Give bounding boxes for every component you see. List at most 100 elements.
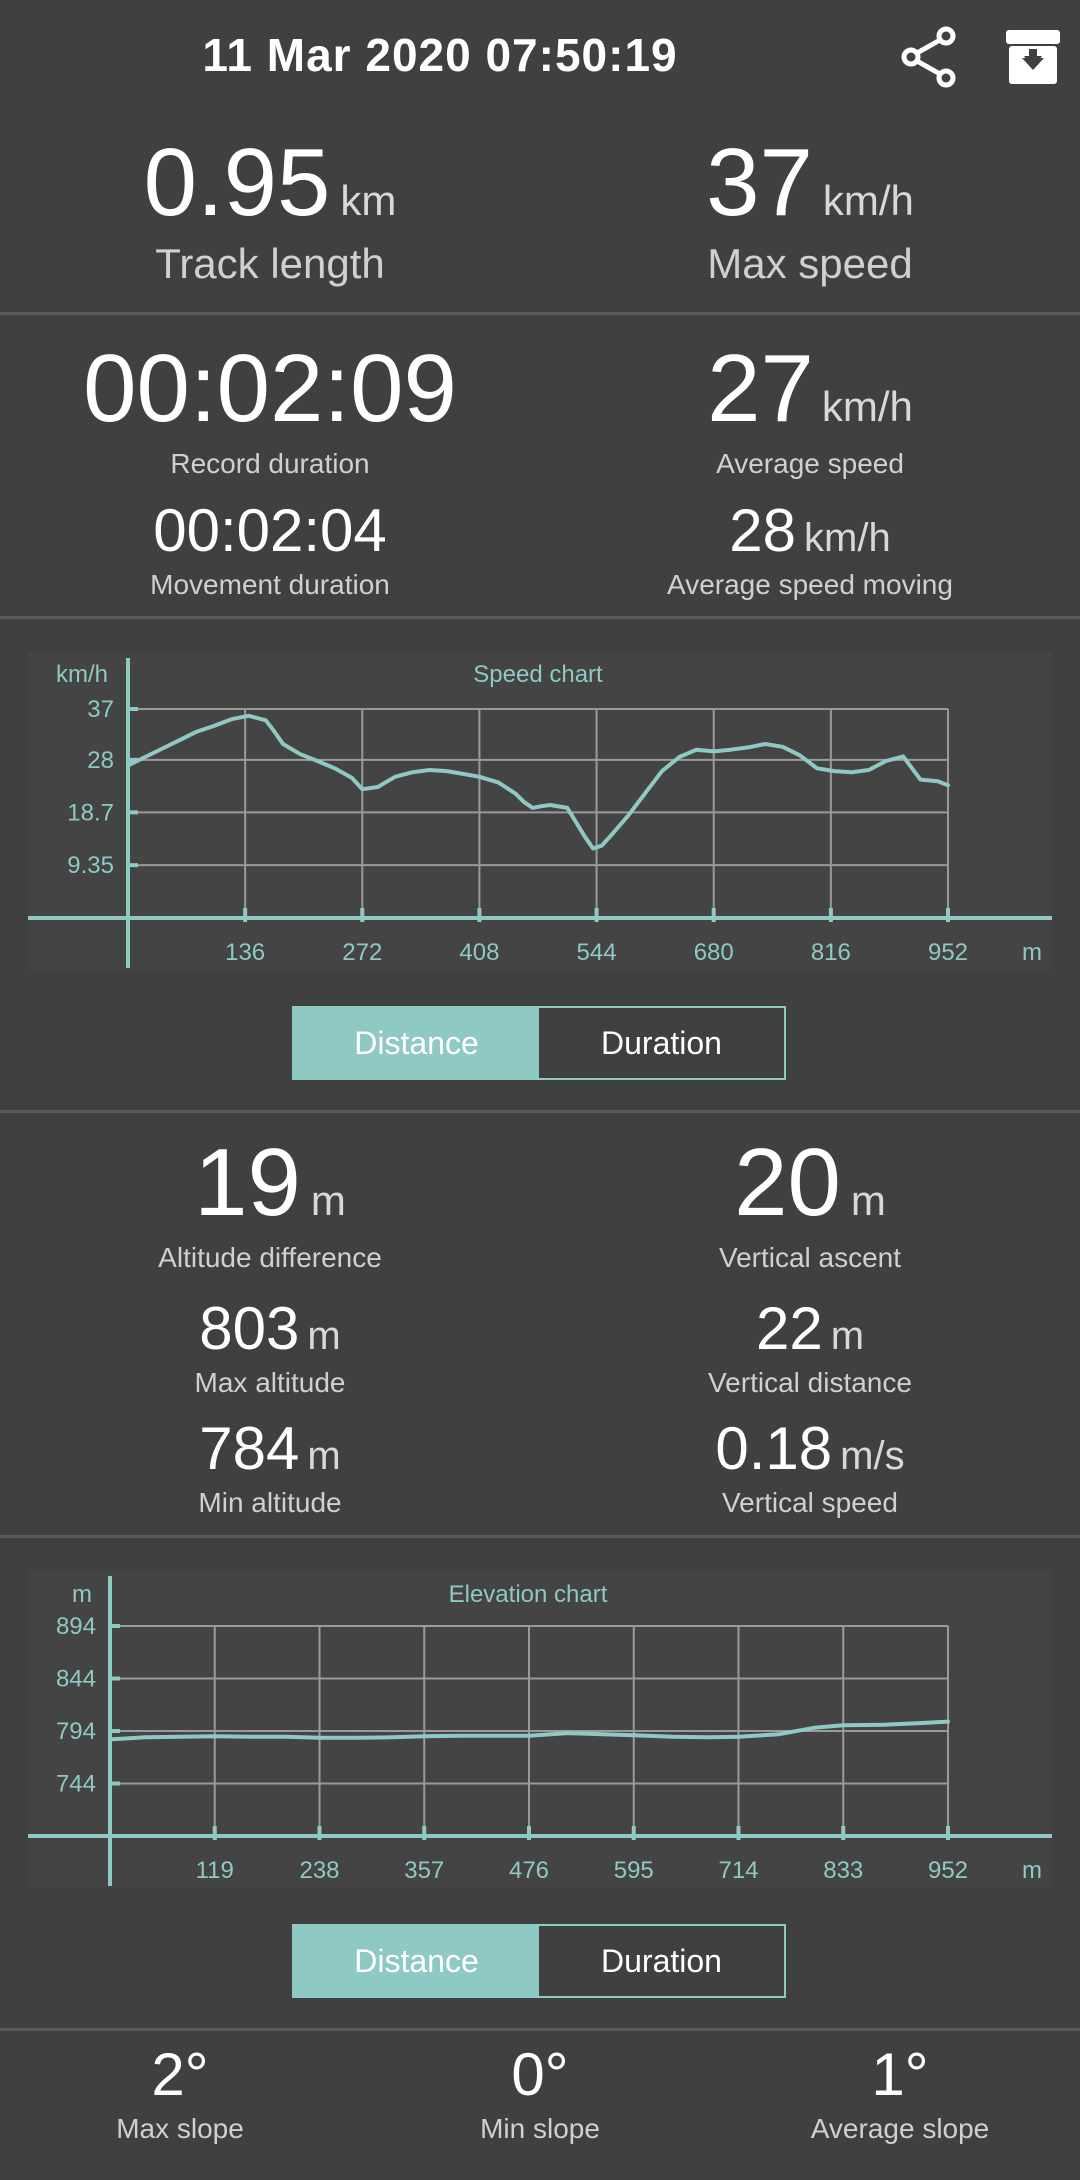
- speed-chart-x-axis-label: m: [1022, 939, 1042, 966]
- track-length-stat: 0.95 km Track length: [40, 128, 500, 288]
- max-slope-label: Max slope: [116, 2113, 244, 2144]
- max-speed-label: Max speed: [707, 240, 913, 287]
- elevation-chart-toggle: Distance Duration: [292, 1924, 786, 1998]
- archive-download-icon[interactable]: [998, 22, 1068, 92]
- elevation-chart-y-tick-label: 844: [56, 1666, 96, 1693]
- min-altitude-unit: m: [307, 1434, 341, 1478]
- altitude-difference-value: 19: [194, 1129, 301, 1236]
- elevation-chart: 744 794 844 894 119 238 357 476 595 714 833 952 m m El…: [28, 1570, 1052, 1888]
- average-speed-stat: 27 km/h Average speed: [580, 334, 1040, 480]
- speed-chart-x-tick-label: 408: [459, 939, 499, 966]
- elevation-chart-x-tick-label: 952: [928, 1857, 968, 1884]
- elevation-chart-title: Elevation chart: [449, 1581, 608, 1608]
- average-speed-value: 27: [707, 335, 814, 442]
- speed-distance-button[interactable]: Distance: [294, 1008, 539, 1078]
- max-altitude-value: 803: [199, 1295, 300, 1362]
- vertical-speed-value: 0.18: [715, 1415, 833, 1482]
- vertical-distance-label: Vertical distance: [708, 1367, 912, 1398]
- speed-chart-x-tick-label: 952: [928, 939, 968, 966]
- movement-duration-label: Movement duration: [150, 569, 390, 600]
- speed-chart-y-tick-label: 9.35: [67, 852, 114, 879]
- elevation-chart-y-tick-label: 894: [56, 1613, 96, 1640]
- divider: [0, 312, 1080, 315]
- vertical-speed-label: Vertical speed: [722, 1487, 898, 1518]
- vertical-ascent-stat: 20 m Vertical ascent: [580, 1128, 1040, 1274]
- max-altitude-unit: m: [307, 1314, 341, 1358]
- speed-chart-y-tick-label: 18.7: [67, 799, 114, 826]
- average-speed-moving-value: 28: [729, 497, 797, 564]
- divider: [0, 1110, 1080, 1113]
- track-length-value: 0.95: [143, 129, 331, 236]
- speed-chart: 9.35 18.7 28 37 136 272 408 544 680 816 952 km/h m Sp…: [28, 652, 1052, 970]
- elevation-chart-x-tick-label: 476: [509, 1857, 549, 1884]
- elevation-chart-x-tick-label: 833: [823, 1857, 863, 1884]
- speed-chart-series-line: [126, 713, 950, 851]
- elevation-chart-svg: 744 794 844 894 119 238 357 476 595 714 833 952 m m El…: [28, 1576, 1052, 1886]
- speed-chart-x-tick-label: 816: [811, 939, 851, 966]
- elevation-chart-x-tick-label: 595: [614, 1857, 654, 1884]
- average-speed-label: Average speed: [716, 448, 904, 479]
- speed-chart-svg: 9.35 18.7 28 37 136 272 408 544 680 816 952 km/h m Sp…: [28, 658, 1052, 968]
- elevation-chart-x-tick-label: 714: [718, 1857, 758, 1884]
- max-slope-stat: 2° Max slope: [0, 2040, 360, 2145]
- vertical-ascent-value: 20: [734, 1129, 841, 1236]
- elevation-chart-x-axis-label: m: [1022, 1857, 1042, 1884]
- top-bar: 11 Mar 2020 07:50:19: [0, 0, 1080, 118]
- elevation-distance-button[interactable]: Distance: [294, 1926, 539, 1996]
- vertical-distance-stat: 22 m Vertical distance: [580, 1294, 1040, 1399]
- min-altitude-label: Min altitude: [198, 1487, 342, 1518]
- speed-chart-toggle: Distance Duration: [292, 1006, 786, 1080]
- speed-duration-button[interactable]: Duration: [601, 1024, 722, 1061]
- min-slope-stat: 0° Min slope: [360, 2040, 720, 2145]
- max-altitude-stat: 803 m Max altitude: [40, 1294, 500, 1399]
- min-altitude-value: 784: [199, 1415, 300, 1482]
- max-speed-stat: 37 km/h Max speed: [580, 128, 1040, 288]
- speed-chart-y-tick-label: 37: [87, 696, 114, 723]
- max-altitude-label: Max altitude: [194, 1367, 346, 1398]
- track-length-unit: km: [340, 177, 397, 224]
- elevation-chart-x-tick-label: 357: [404, 1857, 444, 1884]
- min-slope-label: Min slope: [480, 2113, 600, 2144]
- elevation-chart-y-axis-label: m: [72, 1581, 92, 1608]
- divider: [0, 1535, 1080, 1538]
- elevation-chart-y-tick-label: 794: [56, 1718, 96, 1745]
- vertical-distance-unit: m: [830, 1314, 865, 1358]
- max-speed-value: 37: [706, 129, 813, 236]
- speed-chart-y-axis-label: km/h: [56, 661, 108, 688]
- speed-chart-x-tick-label: 680: [694, 939, 734, 966]
- vertical-speed-unit: m/s: [840, 1434, 905, 1478]
- max-slope-value: 2°: [151, 2041, 209, 2108]
- speed-chart-y-tick-label: 28: [87, 747, 114, 774]
- elevation-chart-x-tick-label: 119: [196, 1857, 234, 1884]
- divider: [0, 2028, 1080, 2031]
- average-slope-label: Average slope: [810, 2113, 990, 2144]
- elevation-chart-x-tick-label: 238: [299, 1857, 339, 1884]
- average-speed-moving-label: Average speed moving: [667, 569, 953, 600]
- record-duration-stat: 00:02:09 Record duration: [40, 334, 500, 480]
- track-length-label: Track length: [155, 240, 385, 287]
- altitude-difference-unit: m: [310, 1177, 346, 1224]
- average-slope-value: 1°: [871, 2041, 929, 2108]
- vertical-ascent-unit: m: [850, 1177, 886, 1224]
- record-duration-label: Record duration: [170, 448, 370, 479]
- share-icon[interactable]: [894, 22, 964, 92]
- min-altitude-stat: 784 m Min altitude: [40, 1414, 500, 1519]
- vertical-ascent-label: Vertical ascent: [718, 1242, 902, 1273]
- movement-duration-stat: 00:02:04 Movement duration: [40, 496, 500, 601]
- divider: [0, 616, 1080, 619]
- average-speed-moving-unit: km/h: [804, 516, 891, 560]
- elevation-chart-series-line: [108, 1719, 950, 1742]
- elevation-chart-y-tick-label: 744: [56, 1771, 96, 1798]
- vertical-speed-stat: 0.18 m/s Vertical speed: [580, 1414, 1040, 1519]
- track-date-title: 11 Mar 2020 07:50:19: [202, 29, 678, 81]
- elevation-duration-button[interactable]: Duration: [601, 1942, 722, 1979]
- altitude-difference-stat: 19 m Altitude difference: [40, 1128, 500, 1274]
- average-slope-stat: 1° Average slope: [720, 2040, 1080, 2145]
- record-duration-value: 00:02:09: [83, 335, 457, 442]
- average-speed-moving-stat: 28 km/h Average speed moving: [580, 496, 1040, 601]
- average-speed-unit: km/h: [821, 383, 913, 430]
- min-slope-value: 0°: [511, 2041, 569, 2108]
- movement-duration-value: 00:02:04: [153, 497, 387, 564]
- speed-chart-x-tick-label: 136: [225, 939, 265, 966]
- altitude-difference-label: Altitude difference: [158, 1242, 382, 1273]
